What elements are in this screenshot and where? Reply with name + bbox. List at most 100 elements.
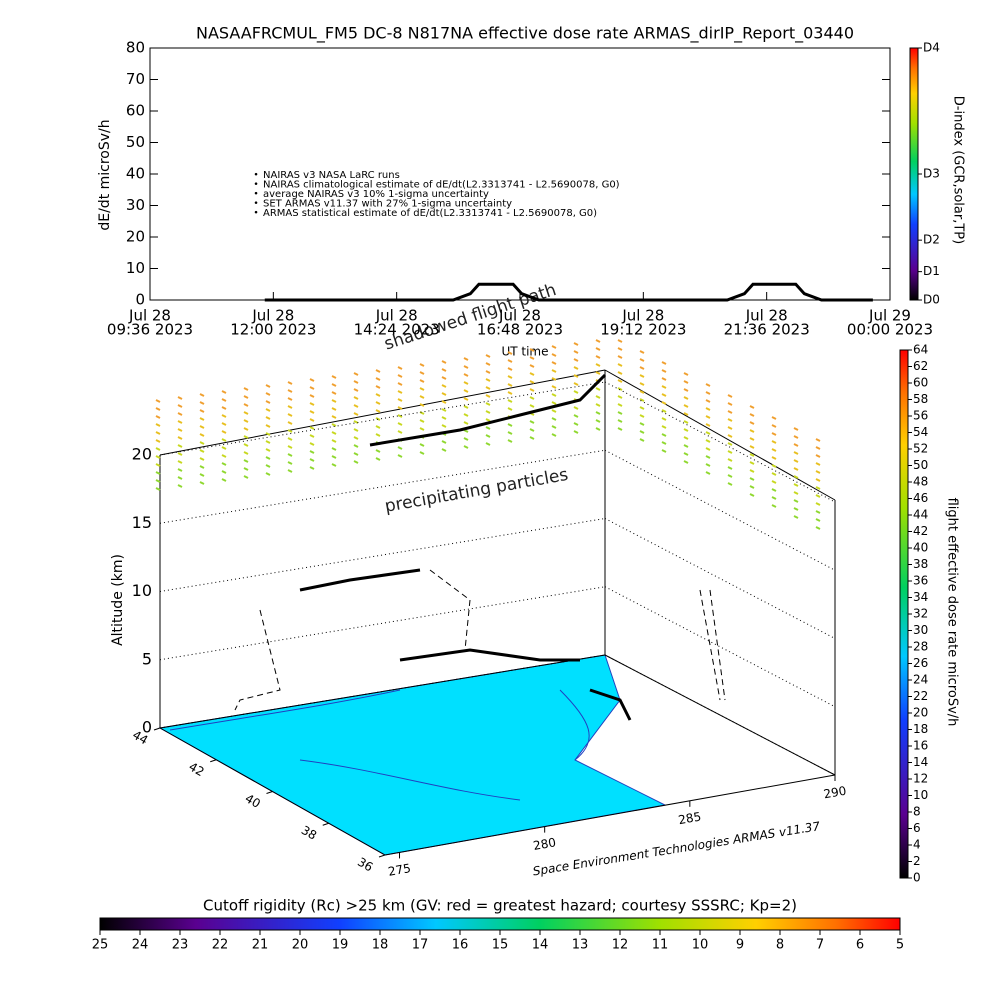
cb-tick-label: 60: [913, 376, 928, 390]
particle-dash: [617, 403, 623, 407]
x-label: UT time: [501, 345, 548, 359]
y-tick-label: 80: [126, 39, 145, 57]
particle-dash: [727, 402, 733, 406]
z-grid: [604, 449, 836, 571]
cb-tick-label: 22: [913, 689, 928, 703]
particle-dash: [507, 431, 513, 435]
particle-dash: [705, 455, 711, 459]
particle-dash: [793, 515, 799, 519]
particle-dash: [485, 434, 491, 438]
particle-dash: [595, 387, 601, 391]
annotation: precipitating particles: [383, 465, 570, 517]
particle-dash: [463, 437, 469, 441]
particle-dash: [243, 467, 249, 471]
particle-dash: [727, 458, 733, 462]
particle-dash: [309, 394, 315, 398]
z-tick-label: 5: [142, 649, 152, 668]
particle-dash: [309, 442, 315, 446]
legend-text: NAIRAS v3 NASA LaRC runs: [263, 170, 400, 181]
rc-tick-label: 22: [212, 938, 229, 953]
particle-dash: [815, 454, 821, 458]
particle-dash: [529, 396, 535, 400]
particle-dash: [749, 437, 755, 441]
particle-dash: [683, 420, 689, 424]
z-grid: [604, 518, 836, 639]
particle-dash: [199, 417, 205, 421]
particle-dash: [573, 358, 579, 362]
legend-text: ARMAS statistical estimate of dE/dt(L2.3…: [263, 208, 597, 219]
y2-label: D-index (GCR,solar,TP): [951, 96, 966, 244]
particle-dash: [463, 389, 469, 393]
particle-dash: [705, 431, 711, 435]
particle-dash: [287, 429, 293, 433]
particle-dash: [573, 430, 579, 434]
particle-dash: [265, 400, 271, 404]
particle-dash: [595, 347, 601, 351]
particle-dash: [661, 369, 667, 373]
particle-dash: [177, 412, 183, 416]
particle-dash: [353, 436, 359, 440]
particle-dash: [419, 427, 425, 431]
particle-dash: [771, 480, 777, 484]
particle-dash: [397, 390, 403, 394]
z-grid: [604, 381, 836, 503]
particle-dash: [617, 387, 623, 391]
y2-tick-label: D1: [923, 264, 940, 278]
y-tick-label: 10: [126, 259, 145, 277]
particle-dash: [485, 418, 491, 422]
particle-dash: [815, 494, 821, 498]
lat-tick: [153, 727, 161, 731]
z-tick-label: 10: [132, 581, 152, 600]
particle-dash: [639, 374, 645, 378]
particle-dash: [793, 435, 799, 439]
z-grid: [604, 654, 836, 776]
cb-tick-label: 42: [913, 524, 928, 538]
particle-dash: [265, 384, 271, 388]
rc-tick-label: 5: [896, 938, 904, 953]
particle-dash: [243, 427, 249, 431]
particle-dash: [221, 438, 227, 442]
particle-dash: [771, 488, 777, 492]
particle-dash: [639, 406, 645, 410]
particle-dash: [265, 440, 271, 444]
particle-dash: [287, 461, 293, 465]
particle-dash: [815, 470, 821, 474]
particle-dash: [661, 393, 667, 397]
particle-dash: [683, 412, 689, 416]
particle-dash: [221, 406, 227, 410]
particle-dash: [243, 435, 249, 439]
particle-dash: [815, 510, 821, 514]
rc-tick-label: 7: [816, 938, 824, 953]
particle-dash: [815, 446, 821, 450]
legend-symbol: •: [253, 199, 258, 209]
particle-dash: [463, 365, 469, 369]
particle-dash: [507, 375, 513, 379]
particle-dash: [727, 410, 733, 414]
rc-tick-label: 15: [492, 938, 509, 953]
particle-dash: [793, 499, 799, 503]
particle-dash: [463, 405, 469, 409]
y-label: dE/dt microSv/h: [97, 119, 113, 230]
x-tick-label: Jul 28: [128, 307, 171, 325]
rc-tick-label: 12: [612, 938, 629, 953]
particle-dash: [727, 426, 733, 430]
particle-dash: [375, 369, 381, 373]
cb-tick-label: 52: [913, 442, 928, 456]
particle-dash: [441, 392, 447, 396]
particle-dash: [573, 382, 579, 386]
particle-dash: [793, 443, 799, 447]
rc-tick-label: 6: [856, 938, 864, 953]
particle-dash: [793, 507, 799, 511]
particle-dash: [155, 471, 161, 475]
particle-dash: [243, 451, 249, 455]
particle-dash: [573, 390, 579, 394]
particle-dash: [815, 478, 821, 482]
particle-dash: [221, 454, 227, 458]
particle-dash: [419, 379, 425, 383]
rc-tick-label: 10: [692, 938, 709, 953]
particle-dash: [265, 464, 271, 468]
particle-dash: [639, 390, 645, 394]
particle-dash: [485, 394, 491, 398]
cb-tick-label: 48: [913, 475, 928, 489]
particle-dash: [287, 469, 293, 473]
